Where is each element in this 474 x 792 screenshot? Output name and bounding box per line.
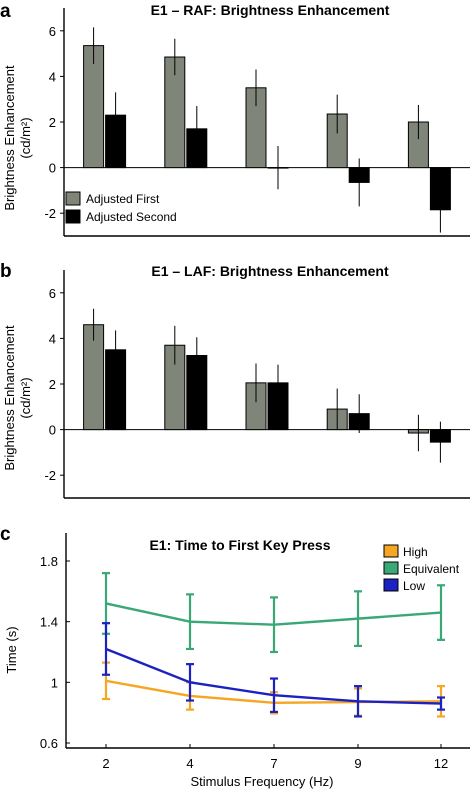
y-tick-label-laf: 2 (49, 377, 56, 392)
y-tick-label-time: 1.8 (40, 554, 58, 569)
axes-raf: -2 0 2 4 6 (44, 8, 470, 237)
y-axis-unit-raf: (cd/m²) (18, 117, 33, 158)
y-tick-label-raf: 4 (49, 69, 56, 84)
x-tick-label-9: 9 (354, 756, 361, 771)
chart-title-laf: E1 – LAF: Brightness Enhancement (151, 263, 389, 279)
axes-time: 0.6 1 1.4 1.8 2 4 7 9 12 (40, 533, 470, 771)
legend-raf: Adjusted First Adjusted Second (65, 191, 177, 224)
legend-swatch-low (383, 578, 399, 592)
y-tick-label-laf: 6 (49, 286, 56, 301)
panel-label-a: a (0, 1, 11, 22)
panel-label-b: b (0, 261, 12, 282)
panel-b-laf-brightness: b E1 – LAF: Brightness Enhancement Brigh… (0, 261, 470, 499)
y-tick-label-raf: -2 (44, 206, 56, 221)
legend-swatch-high (383, 544, 399, 558)
lines-time (102, 572, 445, 718)
legend-swatch-adjusted-second (65, 209, 81, 224)
bars-raf (83, 27, 451, 233)
panel-a-raf-brightness: a E1 – RAF: Brightness Enhancement Brigh… (0, 1, 470, 237)
x-axis-label-frequency: Stimulus Frequency (Hz) (190, 774, 333, 789)
y-axis-label-raf: Brightness Enhancement (2, 65, 17, 211)
legend-time: High Equivalent Low (383, 544, 460, 593)
y-tick-label-laf: 0 (49, 423, 56, 438)
y-tick-label-time: 0.6 (40, 736, 58, 751)
bar-raf-s0-2 (83, 45, 105, 169)
x-tick-label-2: 2 (102, 756, 109, 771)
y-tick-label-laf: -2 (44, 468, 56, 483)
y-tick-label-raf: 6 (49, 24, 56, 39)
legend-label-adjusted-second: Adjusted Second (86, 210, 177, 224)
y-axis-label-laf: Brightness Enhancement (2, 325, 17, 471)
legend-label-equivalent: Equivalent (403, 562, 460, 576)
chart-title-time: E1: Time to First Key Press (149, 537, 330, 553)
x-tick-label-12: 12 (434, 756, 448, 771)
x-tick-label-7: 7 (270, 756, 277, 771)
panel-c-time-to-key-press: c E1: Time to First Key Press Time (s) S… (0, 524, 470, 789)
bars-laf (83, 308, 451, 463)
chart-title-raf: E1 – RAF: Brightness Enhancement (151, 2, 390, 18)
panel-label-c: c (0, 524, 11, 545)
legend-swatch-adjusted-first (65, 191, 81, 206)
legend-label-low: Low (403, 579, 425, 593)
y-tick-label-raf: 2 (49, 115, 56, 130)
y-tick-label-laf: 4 (49, 331, 56, 346)
y-tick-label-time: 1.4 (40, 615, 58, 630)
legend-label-high: High (403, 545, 428, 559)
y-axis-unit-laf: (cd/m²) (18, 377, 33, 418)
legend-swatch-equivalent (383, 561, 399, 575)
axes-laf: -2 0 2 4 6 (44, 270, 470, 499)
legend-label-adjusted-first: Adjusted First (86, 192, 160, 206)
y-tick-label-time: 1 (51, 675, 58, 690)
y-tick-label-raf: 0 (49, 161, 56, 176)
x-tick-label-4: 4 (186, 756, 193, 771)
y-axis-label-time: Time (s) (4, 626, 19, 673)
